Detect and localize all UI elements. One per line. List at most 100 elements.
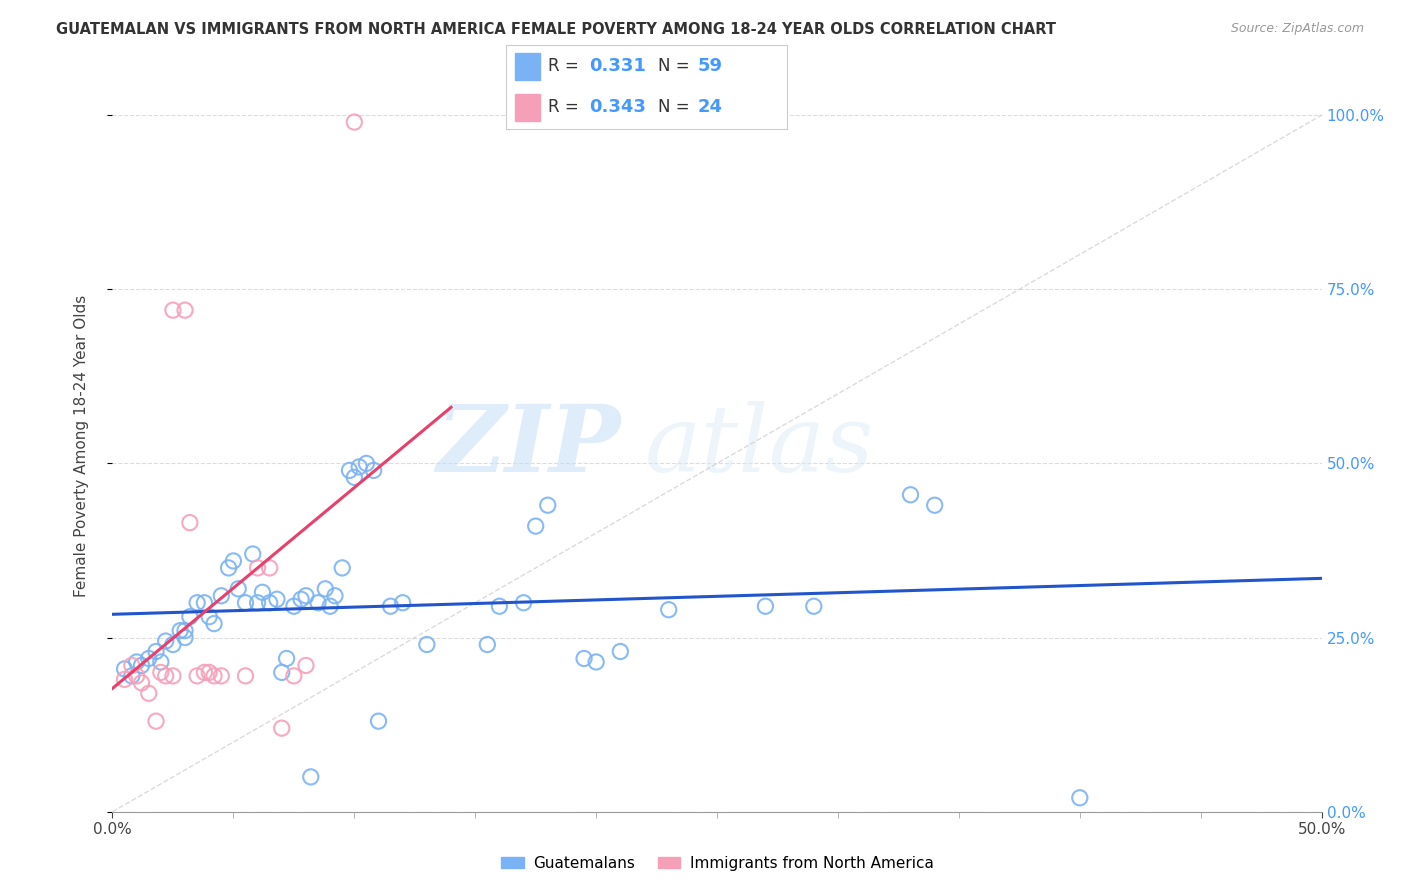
Point — [155, 634, 177, 648]
Point — [339, 463, 361, 477]
Point — [169, 624, 191, 638]
Point — [202, 616, 225, 631]
Point — [572, 651, 595, 665]
Point — [131, 676, 153, 690]
Point — [114, 673, 136, 687]
Point — [295, 589, 318, 603]
Point — [259, 561, 281, 575]
Point — [270, 665, 292, 680]
Point — [585, 655, 607, 669]
Text: N =: N = — [658, 57, 695, 75]
Bar — [515, 54, 540, 80]
Point — [488, 599, 510, 614]
Bar — [515, 94, 540, 120]
Point — [323, 589, 346, 603]
Point — [218, 561, 240, 575]
Point — [283, 669, 305, 683]
Point — [138, 686, 160, 700]
Text: 0.343: 0.343 — [589, 98, 645, 116]
Point — [1069, 790, 1091, 805]
Point — [252, 585, 274, 599]
Text: 59: 59 — [697, 57, 723, 75]
Point — [193, 665, 215, 680]
Point — [307, 596, 329, 610]
Point — [276, 651, 298, 665]
Point — [186, 669, 208, 683]
Point — [209, 669, 232, 683]
Point — [235, 669, 257, 683]
Point — [155, 669, 177, 683]
Point — [900, 488, 922, 502]
Point — [924, 498, 946, 512]
Point — [138, 651, 160, 665]
Point — [186, 596, 208, 610]
Text: GUATEMALAN VS IMMIGRANTS FROM NORTH AMERICA FEMALE POVERTY AMONG 18-24 YEAR OLDS: GUATEMALAN VS IMMIGRANTS FROM NORTH AMER… — [56, 22, 1056, 37]
Text: R =: R = — [548, 98, 585, 116]
Point — [363, 463, 385, 477]
Text: 24: 24 — [697, 98, 723, 116]
Text: ZIP: ZIP — [436, 401, 620, 491]
Point — [114, 662, 136, 676]
Point — [222, 554, 245, 568]
Point — [162, 669, 184, 683]
Text: atlas: atlas — [644, 401, 875, 491]
Point — [330, 561, 353, 575]
Point — [193, 596, 215, 610]
Point — [319, 599, 342, 614]
Point — [803, 599, 825, 614]
Point — [266, 592, 288, 607]
Point — [246, 561, 269, 575]
Point — [125, 669, 148, 683]
Point — [242, 547, 264, 561]
Point — [537, 498, 560, 512]
Point — [343, 115, 366, 129]
Point — [198, 609, 221, 624]
Point — [246, 596, 269, 610]
Point — [347, 459, 370, 474]
Point — [295, 658, 318, 673]
Point — [121, 669, 143, 683]
Point — [367, 714, 389, 728]
Point — [299, 770, 322, 784]
Text: R =: R = — [548, 57, 585, 75]
Point — [609, 644, 631, 658]
Point — [754, 599, 776, 614]
Point — [174, 631, 197, 645]
Point — [162, 638, 184, 652]
Point — [416, 638, 439, 652]
Point — [290, 592, 312, 607]
Point — [121, 658, 143, 673]
Point — [391, 596, 413, 610]
Point — [198, 665, 221, 680]
Point — [131, 658, 153, 673]
Point — [145, 644, 167, 658]
Text: 0.331: 0.331 — [589, 57, 645, 75]
Point — [149, 655, 172, 669]
Point — [179, 609, 201, 624]
Point — [179, 516, 201, 530]
Point — [226, 582, 249, 596]
Point — [174, 303, 197, 318]
Point — [477, 638, 499, 652]
Point — [235, 596, 257, 610]
Point — [145, 714, 167, 728]
Point — [356, 457, 378, 471]
Y-axis label: Female Poverty Among 18-24 Year Olds: Female Poverty Among 18-24 Year Olds — [75, 295, 89, 597]
Point — [125, 655, 148, 669]
Text: N =: N = — [658, 98, 695, 116]
Point — [174, 624, 197, 638]
Legend: Guatemalans, Immigrants from North America: Guatemalans, Immigrants from North Ameri… — [495, 850, 939, 877]
Point — [162, 303, 184, 318]
Point — [524, 519, 547, 533]
Point — [283, 599, 305, 614]
Point — [314, 582, 336, 596]
Point — [259, 596, 281, 610]
Text: Source: ZipAtlas.com: Source: ZipAtlas.com — [1230, 22, 1364, 36]
Point — [149, 665, 172, 680]
Point — [512, 596, 534, 610]
Point — [270, 721, 292, 735]
Point — [658, 603, 681, 617]
Point — [202, 669, 225, 683]
Point — [209, 589, 232, 603]
Point — [343, 470, 366, 484]
